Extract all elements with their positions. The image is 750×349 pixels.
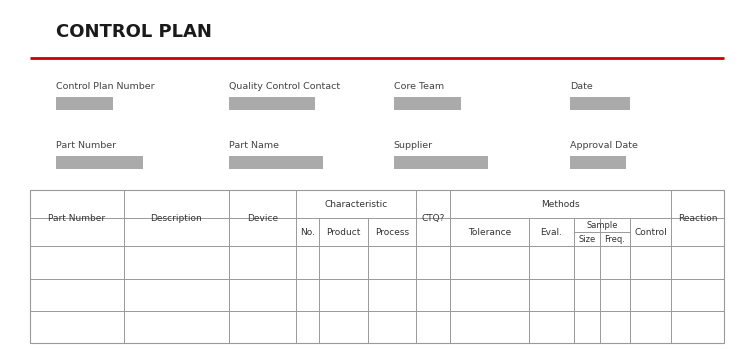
Text: Approval Date: Approval Date [570, 141, 638, 150]
FancyBboxPatch shape [229, 156, 322, 169]
Text: Control Plan Number: Control Plan Number [56, 82, 154, 91]
Text: Description: Description [150, 214, 202, 223]
Text: Methods: Methods [542, 200, 580, 209]
FancyBboxPatch shape [30, 190, 724, 343]
FancyBboxPatch shape [570, 156, 626, 169]
Text: Control: Control [634, 228, 667, 237]
Text: No.: No. [300, 228, 315, 237]
Text: Part Number: Part Number [48, 214, 106, 223]
FancyBboxPatch shape [394, 156, 488, 169]
Text: Supplier: Supplier [394, 141, 433, 150]
Text: Characteristic: Characteristic [325, 200, 388, 209]
Text: Part Name: Part Name [229, 141, 279, 150]
Text: Part Number: Part Number [56, 141, 116, 150]
FancyBboxPatch shape [229, 97, 315, 110]
FancyBboxPatch shape [570, 97, 630, 110]
Text: Size: Size [578, 235, 596, 244]
Text: Freq.: Freq. [604, 235, 625, 244]
FancyBboxPatch shape [394, 97, 461, 110]
Text: Eval.: Eval. [540, 228, 562, 237]
Text: CTQ?: CTQ? [422, 214, 445, 223]
Text: Core Team: Core Team [394, 82, 444, 91]
FancyBboxPatch shape [56, 97, 112, 110]
Text: Date: Date [570, 82, 592, 91]
Text: CONTROL PLAN: CONTROL PLAN [56, 23, 212, 41]
Text: Process: Process [375, 228, 409, 237]
Text: Tolerance: Tolerance [468, 228, 511, 237]
Text: Reaction: Reaction [678, 214, 717, 223]
Text: Device: Device [247, 214, 278, 223]
FancyBboxPatch shape [56, 156, 142, 169]
Text: Quality Control Contact: Quality Control Contact [229, 82, 340, 91]
Text: Sample: Sample [586, 221, 618, 230]
Text: Product: Product [326, 228, 360, 237]
